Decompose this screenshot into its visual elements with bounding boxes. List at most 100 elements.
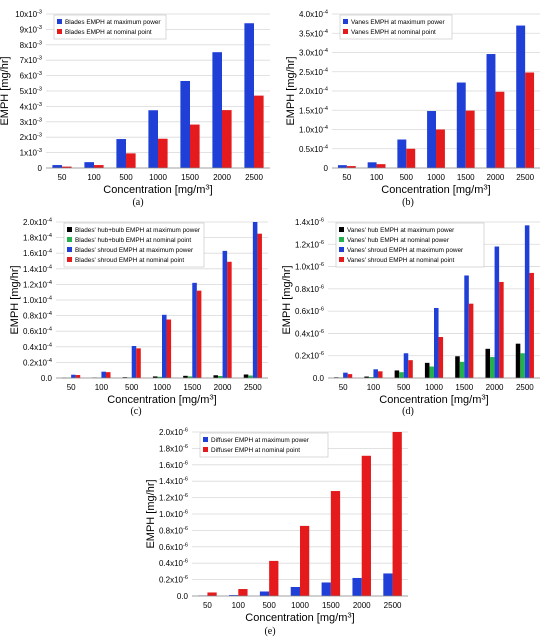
bar-c-s3-c0 xyxy=(75,375,81,378)
y-tick-label: 1.4x10-6 xyxy=(295,218,324,228)
legend-label: Vanes' shroud EMPH at maximum power xyxy=(347,247,464,254)
y-tick-label: 0.2x10-4 xyxy=(23,358,52,368)
x-tick-label: 50 xyxy=(203,601,212,610)
bar-c-s2-c1 xyxy=(101,371,106,378)
x-tick-label: 50 xyxy=(339,383,348,392)
bar-b-s1-c6 xyxy=(525,72,535,168)
bar-c-s1-c3 xyxy=(157,376,162,378)
bar-a-s1-c5 xyxy=(222,110,232,168)
x-tick-label: 2000 xyxy=(353,601,371,610)
bar-e-s0-c3 xyxy=(290,586,300,596)
bar-c-s3-c1 xyxy=(105,372,111,378)
y-tick-label: 0 xyxy=(38,164,43,173)
bar-b-s1-c0 xyxy=(346,166,356,168)
bar-a-s0-c3 xyxy=(148,110,158,168)
bar-b-s1-c2 xyxy=(406,148,416,168)
legend-label: Blades' shroud EMPH at maximum power xyxy=(75,247,194,254)
legend-swatch xyxy=(57,29,62,34)
bar-b-s0-c3 xyxy=(427,111,436,168)
y-axis-title: EMPH [mg/hr] xyxy=(285,56,297,125)
panel-label: (a) xyxy=(132,197,143,208)
bar-c-s3-c2 xyxy=(136,348,141,378)
x-tick-label: 1000 xyxy=(153,383,171,392)
x-tick-label: 1500 xyxy=(183,383,201,392)
y-tick-label: 1.2x10-4 xyxy=(23,280,52,290)
bar-a-s0-c6 xyxy=(244,23,254,168)
y-tick-label: 0 xyxy=(324,164,329,173)
y-tick-label: 1.4x10-4 xyxy=(23,264,52,274)
legend-label: Blades' shroud EMPH at nominal point xyxy=(75,257,184,264)
y-tick-label: 1.6x10-4 xyxy=(23,249,52,259)
panel-label: (b) xyxy=(402,197,414,208)
bar-e-s0-c6 xyxy=(383,573,393,596)
bar-a-s1-c0 xyxy=(62,166,72,168)
bar-d-s2-c5 xyxy=(494,246,500,378)
bar-c-s0-c3 xyxy=(152,376,158,378)
x-tick-label: 100 xyxy=(87,173,101,182)
bar-a-s0-c1 xyxy=(84,162,94,168)
x-tick-label: 50 xyxy=(342,173,351,182)
bar-b-s1-c5 xyxy=(495,91,505,168)
legend-label: Blades EMPH at maximum power xyxy=(65,19,161,26)
x-tick-label: 1000 xyxy=(149,173,167,182)
bar-e-s0-c4 xyxy=(321,582,331,596)
y-tick-label: 1x10-3 xyxy=(20,148,42,158)
bar-c-s2-c4 xyxy=(192,282,197,378)
bar-b-s1-c4 xyxy=(465,110,475,168)
bar-d-s3-c2 xyxy=(408,360,413,378)
bar-d-s2-c4 xyxy=(464,275,469,378)
y-tick-label: 1.0x10-6 xyxy=(159,510,188,520)
legend-swatch xyxy=(67,237,72,242)
bar-d-s0-c5 xyxy=(485,348,491,378)
x-tick-label: 2500 xyxy=(384,601,402,610)
bar-d-s3-c6 xyxy=(529,272,534,378)
bar-c-s2-c5 xyxy=(222,250,228,378)
legend xyxy=(339,14,453,40)
legend-label: Diffuser EMPH at maximum power xyxy=(211,437,310,444)
y-tick-label: 4x10-3 xyxy=(20,102,42,112)
bar-a-s0-c4 xyxy=(180,80,190,168)
legend-label: Vanes EMPH at maximum power xyxy=(351,19,446,26)
bar-b-s0-c4 xyxy=(456,82,466,168)
bar-d-s3-c3 xyxy=(438,336,444,378)
bar-a-s1-c1 xyxy=(94,165,104,168)
bar-c-s3-c6 xyxy=(257,233,262,378)
bar-e-s1-c1 xyxy=(238,589,248,596)
y-tick-label: 0.6x10-4 xyxy=(23,327,52,337)
bar-c-s3-c5 xyxy=(227,261,232,378)
bar-e-s0-c2 xyxy=(259,591,270,596)
y-tick-label: 1.0x10-4 xyxy=(299,125,328,135)
y-tick-label: 0.8x10-4 xyxy=(23,311,52,321)
bar-b-s1-c3 xyxy=(436,129,445,168)
x-tick-label: 1000 xyxy=(427,173,445,182)
bar-e-s0-c5 xyxy=(352,577,362,596)
legend-label: Blades' hub+bulb EMPH at maximum power xyxy=(75,227,201,234)
bar-d-s3-c1 xyxy=(377,371,383,378)
bar-e-s1-c5 xyxy=(361,455,371,596)
bar-c-s2-c0 xyxy=(71,374,76,378)
bar-b-s0-c5 xyxy=(486,54,496,168)
x-axis-title: Concentration [mg/m3] xyxy=(245,611,354,625)
x-tick-label: 1500 xyxy=(181,173,199,182)
bar-d-s2-c0 xyxy=(343,372,348,378)
x-tick-label: 2000 xyxy=(213,173,231,182)
bar-a-s1-c2 xyxy=(126,153,136,168)
legend xyxy=(63,222,205,268)
legend-swatch xyxy=(57,19,62,24)
x-tick-label: 500 xyxy=(119,173,133,182)
bar-d-s2-c2 xyxy=(403,353,409,378)
x-tick-label: 100 xyxy=(95,383,109,392)
x-tick-label: 100 xyxy=(367,383,381,392)
bar-c-s0-c4 xyxy=(183,375,188,378)
bar-c-s0-c5 xyxy=(213,375,219,378)
x-axis-title: Concentration [mg/m3] xyxy=(381,183,490,197)
y-tick-label: 0.6x10-6 xyxy=(159,542,188,552)
x-tick-label: 50 xyxy=(67,383,76,392)
bar-c-s3-c4 xyxy=(196,290,202,378)
y-axis-title: EMPH [mg/hr] xyxy=(0,56,11,125)
legend-swatch xyxy=(339,237,344,242)
y-tick-label: 0.8x10-6 xyxy=(159,526,188,536)
y-tick-label: 1.8x10-6 xyxy=(159,444,188,454)
y-tick-label: 2.5x10-4 xyxy=(299,67,328,77)
x-axis-title: Concentration [mg/m3] xyxy=(103,183,212,197)
